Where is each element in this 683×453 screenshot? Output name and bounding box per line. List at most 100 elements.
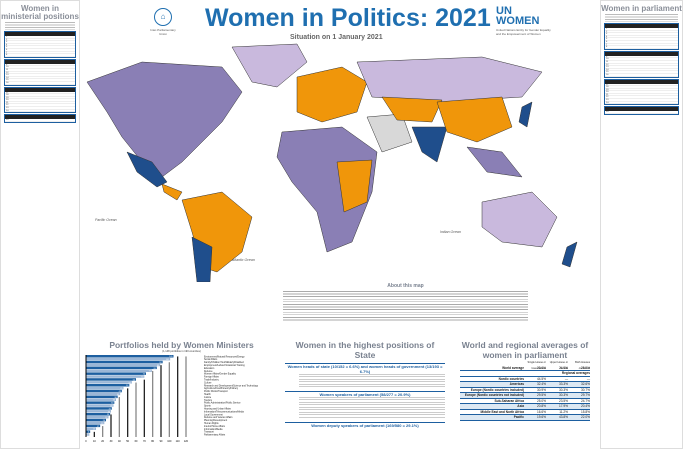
average-row: Nordic countries 44.5% — — (460, 376, 590, 382)
table-row: 22 (5, 104, 75, 108)
regional-rows: Nordic countries 44.5% — — Americas 32.4% 33.3… (460, 377, 590, 421)
africa (276, 126, 378, 253)
japan (518, 101, 533, 128)
cell: 15.8% (580, 409, 590, 414)
table-row: 16 (5, 82, 75, 85)
north-america (86, 61, 243, 178)
category-label: Health (204, 393, 211, 396)
table-row: 8 (605, 46, 678, 49)
table-header (5, 87, 75, 92)
bar (86, 401, 115, 404)
table-block: 9 10 11 12 13 14 15 16 (4, 58, 76, 86)
bar (86, 418, 106, 422)
table-row: 25 (5, 119, 75, 122)
category-label: Transport (204, 431, 214, 434)
bar (86, 372, 146, 375)
bar-value: 38 (114, 397, 117, 399)
cell: — (564, 376, 568, 381)
category-label: Education (204, 367, 215, 370)
rank: 23 (6, 107, 9, 110)
cell: 25.0% (536, 398, 546, 403)
bar (86, 430, 91, 433)
rank: 9 (6, 63, 8, 66)
deputies-box: Women deputy speakers of parliament (169… (285, 422, 445, 428)
table-row: 3 (605, 33, 678, 36)
average-row: Middle East and North Africa 16.6% 11.2% 15… (460, 409, 590, 415)
rank: 7 (6, 51, 8, 54)
bar-value: 72 (143, 374, 146, 376)
category-label: Local Government (204, 413, 223, 416)
rank: 19 (606, 88, 609, 91)
rank: 3 (606, 33, 608, 36)
rank: 20 (6, 99, 9, 102)
cell: 30.3% (558, 387, 568, 392)
bar-value: 52 (126, 385, 129, 387)
bar (86, 398, 116, 401)
rank: 2 (6, 38, 8, 41)
rank: 4 (6, 43, 8, 46)
rank: 3 (6, 41, 8, 44)
ipu-name: Inter-Parliamentary Union (150, 28, 176, 36)
rank: 1 (6, 36, 8, 38)
page-title: Women in Politics: 2021 (205, 4, 491, 32)
portfolios-section: Portfolios held by Women Ministers (1,14… (84, 340, 279, 453)
rank: 8 (606, 46, 608, 49)
tick-label: 80 (151, 440, 154, 443)
rank: 10 (606, 58, 609, 61)
rank: 6 (6, 48, 8, 51)
averages-section: World and regional averages of women in … (460, 340, 590, 421)
rank: 2 (606, 30, 608, 33)
cell: 32.6% (580, 382, 590, 386)
bar-value: 89 (157, 365, 160, 367)
highest-positions-section: Women in the highest positions of State … (285, 340, 445, 428)
regional-label: Regional averages (460, 371, 590, 377)
table-row: 3 (5, 41, 75, 44)
cell: 30.7% (580, 387, 590, 392)
table-header (605, 79, 678, 84)
bar-value: 101 (166, 359, 170, 361)
rank: 12 (606, 63, 609, 66)
parliament-table: 1 2 3 4 5 6 7 8 9 10 11 12 13 14 15 16 17 18 19 20 21 22 23 24 2… (601, 23, 682, 115)
table-row: 10 (5, 66, 75, 69)
cell: 20.4% (580, 404, 590, 408)
ministerial-table: 1 2 3 4 5 6 7 8 9 10 11 12 13 14 15 16 17 18 19 20 21 22 23 24 2… (1, 31, 79, 123)
table-row: 1 (5, 36, 75, 39)
table-row: 6 (605, 41, 678, 44)
cell: 29.5% (536, 393, 546, 397)
table-row: 19 (5, 97, 75, 100)
rank: 22 (606, 96, 609, 99)
rank: 7 (606, 43, 608, 46)
cell: Pacific (513, 415, 524, 419)
rank: 17 (6, 91, 9, 94)
bar (86, 363, 161, 367)
bar-value: 5 (88, 432, 90, 434)
averages-title: World and regional averages of women in … (461, 340, 589, 360)
central-america (161, 183, 183, 201)
un-women-wordmark: UN WOMEN (496, 5, 540, 27)
bar-value: 55 (129, 382, 132, 384)
rank: 21 (6, 101, 9, 104)
bar-value: 4 (87, 435, 89, 437)
table-row: 5 (605, 38, 678, 41)
regional-averages-label: Regional averages (561, 371, 590, 375)
cell: 19.6% (536, 415, 546, 419)
table-row: 7 (5, 52, 75, 55)
table-row: 23 (5, 107, 75, 110)
un-women-tagline: United Nations Entity for Gender Equalit… (496, 28, 551, 36)
category-label: Foreign Affairs (204, 376, 220, 379)
table-row: 17 (605, 84, 678, 87)
rank: 5 (606, 38, 608, 41)
rank: 11 (606, 60, 609, 63)
rank: 15 (6, 79, 9, 82)
tick-label: 60 (135, 440, 138, 443)
table-row: 14 (605, 69, 678, 72)
category-label: Research and Development/Science and Tec… (204, 384, 259, 387)
bar (86, 427, 96, 430)
table-header (5, 32, 75, 36)
tick-label: 40 (118, 440, 121, 443)
table-row: 12 (5, 72, 75, 75)
average-row: Sub-Saharan Africa 25.0% 23.5% 24.7% (460, 398, 590, 404)
bar (86, 389, 122, 393)
atlantic-ocean-label: Atlantic Ocean (232, 258, 255, 262)
table-row: 24 (5, 110, 75, 113)
